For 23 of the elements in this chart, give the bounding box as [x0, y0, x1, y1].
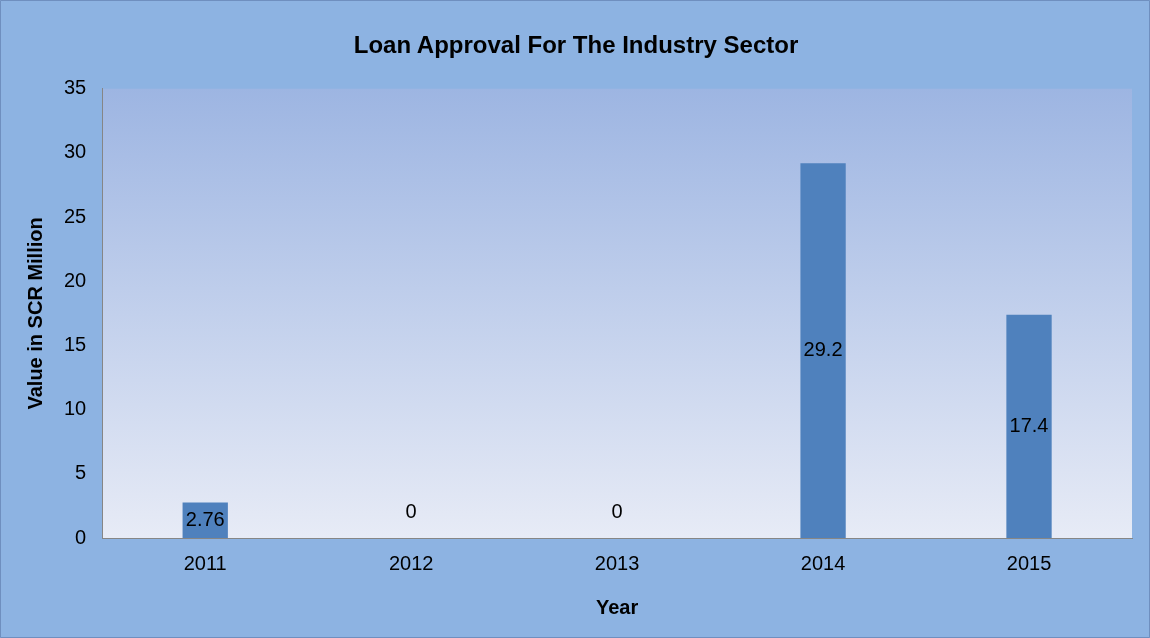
data-label: 2.76 [185, 507, 225, 530]
y-tick-label: 5 [75, 461, 87, 484]
x-axis-title: Year [595, 595, 639, 618]
x-tick-label: 2014 [800, 551, 846, 574]
x-tick-label: 2013 [594, 551, 640, 574]
data-label: 0 [405, 499, 417, 522]
x-tick-label: 2012 [388, 551, 434, 574]
bar [1006, 314, 1052, 538]
y-tick-label: 25 [64, 204, 87, 227]
chart-title: Loan Approval For The Industry Sector [353, 31, 799, 59]
y-tick-label: 30 [64, 140, 87, 163]
data-label: 0 [611, 499, 623, 522]
x-tick-label: 2015 [1006, 551, 1052, 574]
y-tick-label: 15 [64, 333, 87, 355]
data-label: 29.2 [803, 338, 843, 361]
y-tick-label: 35 [64, 76, 87, 99]
y-axis-title: Value in SCR Million [23, 217, 46, 410]
y-tick-label: 10 [64, 397, 87, 420]
y-tick-label: 20 [64, 268, 87, 291]
x-tick-label: 2011 [183, 551, 227, 574]
y-tick-label: 0 [75, 525, 87, 548]
bar [800, 163, 846, 538]
data-label: 17.4 [1009, 413, 1049, 436]
